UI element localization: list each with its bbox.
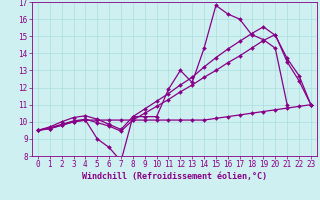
X-axis label: Windchill (Refroidissement éolien,°C): Windchill (Refroidissement éolien,°C) [82,172,267,181]
